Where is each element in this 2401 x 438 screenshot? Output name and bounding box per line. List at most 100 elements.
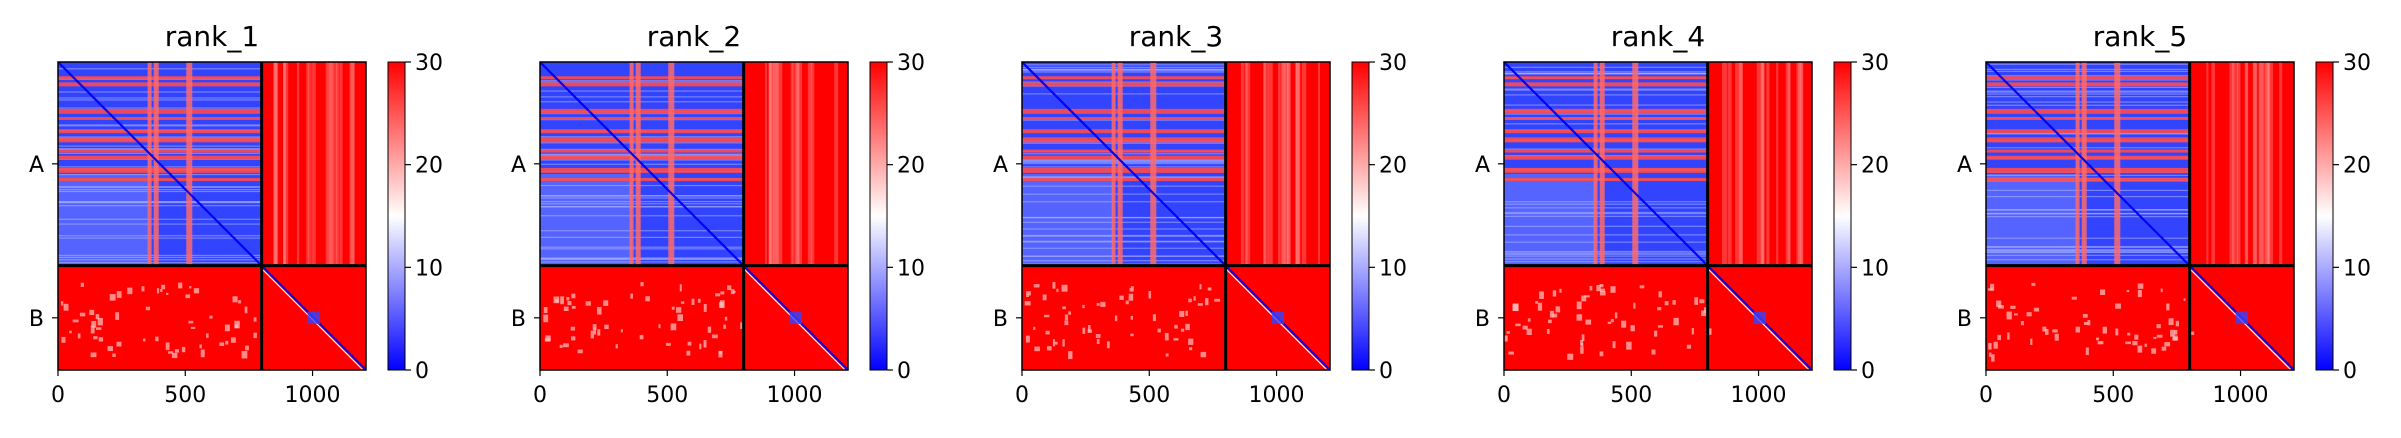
ba-speckle	[2115, 303, 2121, 309]
panel-title: rank_4	[1611, 20, 1705, 53]
ab-vstripe	[1245, 62, 1248, 266]
ba-speckle	[1068, 311, 1072, 315]
aa-texture-line	[1022, 255, 1226, 257]
ba-speckle	[178, 282, 183, 289]
ba-speckle	[1699, 299, 1705, 304]
y-chain-label: A	[993, 153, 1008, 178]
ba-speckle	[1991, 354, 1995, 362]
ab-vstripe	[1798, 62, 1801, 266]
ba-speckle	[244, 306, 248, 314]
ba-speckle	[168, 351, 174, 354]
ba-speckle	[69, 330, 72, 334]
ba-speckle	[72, 319, 79, 323]
ba-speckle	[2160, 288, 2163, 293]
ba-speckle	[1552, 290, 1557, 297]
ba-speckle	[2052, 329, 2058, 333]
colorbar-tick-label: 20	[2343, 154, 2371, 179]
aa-texture-line	[1986, 90, 2190, 92]
aa-hstripe	[540, 116, 744, 120]
aa-texture-line	[1022, 221, 1226, 223]
aa-hstripe	[58, 149, 262, 153]
colorbar-tick-label: 10	[1861, 256, 1889, 281]
ab-vstripe	[325, 62, 328, 266]
ab-vstripe	[273, 62, 278, 266]
ba-speckle	[2054, 333, 2059, 341]
ba-speckle	[245, 345, 249, 351]
ba-speckle	[1993, 341, 1998, 349]
ba-speckle	[570, 336, 576, 341]
ba-speckle	[671, 306, 675, 310]
aa-hstripe	[1504, 108, 1708, 114]
aa-texture-line	[1504, 155, 1708, 157]
aa-hstripe	[1504, 167, 1708, 173]
ba-speckle	[596, 306, 602, 315]
aa-texture-line	[540, 80, 744, 82]
aa-texture-line	[1022, 240, 1226, 242]
ab-vstripe	[797, 62, 803, 266]
block-aa-shade	[1022, 174, 1114, 266]
colorbar-tick-label: 0	[897, 359, 911, 384]
ba-speckle	[171, 352, 178, 359]
aa-vstripe	[1150, 62, 1157, 266]
ba-speckle	[680, 301, 685, 304]
aa-texture-line	[58, 256, 262, 258]
ba-speckle	[1535, 301, 1539, 304]
ba-speckle	[639, 334, 644, 340]
aa-texture-line	[540, 197, 744, 199]
panel-title: rank_3	[1129, 20, 1223, 53]
ba-speckle	[60, 301, 64, 306]
aa-texture-line	[540, 153, 744, 155]
aa-texture-line	[58, 152, 262, 154]
aa-texture-line	[1986, 196, 2190, 198]
ab-vstripe	[1800, 62, 1803, 266]
aa-hstripe	[1986, 76, 2190, 80]
ba-speckle	[97, 317, 103, 326]
ba-speckle	[707, 326, 712, 333]
aa-texture-line	[1986, 91, 2190, 93]
aa-texture-line	[1022, 177, 1226, 179]
aa-texture-line	[540, 81, 744, 83]
aa-texture-line	[1504, 148, 1708, 150]
ba-speckle	[1630, 325, 1635, 332]
aa-texture-line	[1504, 252, 1708, 254]
aa-texture-line	[540, 258, 744, 260]
heatmap-panel-3: rank_3 0 500 1000 A B 0 10 20 30	[993, 20, 1407, 408]
ba-speckle	[718, 350, 723, 354]
ba-speckle	[1096, 303, 1100, 306]
ba-speckle	[241, 351, 248, 359]
ba-speckle	[1599, 284, 1604, 288]
colorbar-tick-label: 20	[415, 154, 443, 179]
heatmap-panel-5: rank_5 0 500 1000 A B 0 10 20 30	[1957, 20, 2371, 408]
aa-texture-line	[540, 101, 744, 103]
ab-vstripe	[1286, 62, 1291, 266]
aa-texture-line	[1022, 161, 1226, 163]
ba-speckle	[543, 314, 549, 323]
block-aa-shade	[540, 174, 632, 266]
aa-texture-line	[540, 148, 744, 150]
ba-speckle	[1200, 351, 1207, 358]
ba-speckle	[1061, 284, 1068, 292]
aa-vstripe	[186, 62, 193, 266]
x-tick-label: 1000	[285, 383, 341, 408]
colorbar-tick-label: 20	[1379, 154, 1407, 179]
ab-vstripe	[2279, 62, 2283, 266]
ab-vstripe	[2268, 62, 2274, 266]
ba-speckle	[2096, 337, 2100, 341]
aa-texture-line	[58, 91, 262, 93]
ba-speckle	[1034, 346, 1040, 352]
ba-speckle	[677, 314, 684, 322]
aa-hstripe	[1504, 82, 1708, 87]
ba-speckle	[1068, 351, 1073, 360]
aa-texture-line	[1504, 203, 1708, 205]
ba-speckle	[719, 300, 725, 309]
ba-speckle	[1207, 287, 1212, 291]
ab-vstripe	[1263, 62, 1266, 266]
ba-speckle	[2134, 334, 2139, 340]
ba-speckle	[2168, 318, 2174, 326]
ab-vstripe	[1787, 62, 1791, 266]
ab-vstripe	[274, 62, 277, 266]
ba-speckle	[174, 349, 180, 353]
ab-vstripe	[2245, 62, 2249, 266]
ba-speckle	[1621, 320, 1627, 328]
ab-vstripe	[790, 62, 794, 266]
